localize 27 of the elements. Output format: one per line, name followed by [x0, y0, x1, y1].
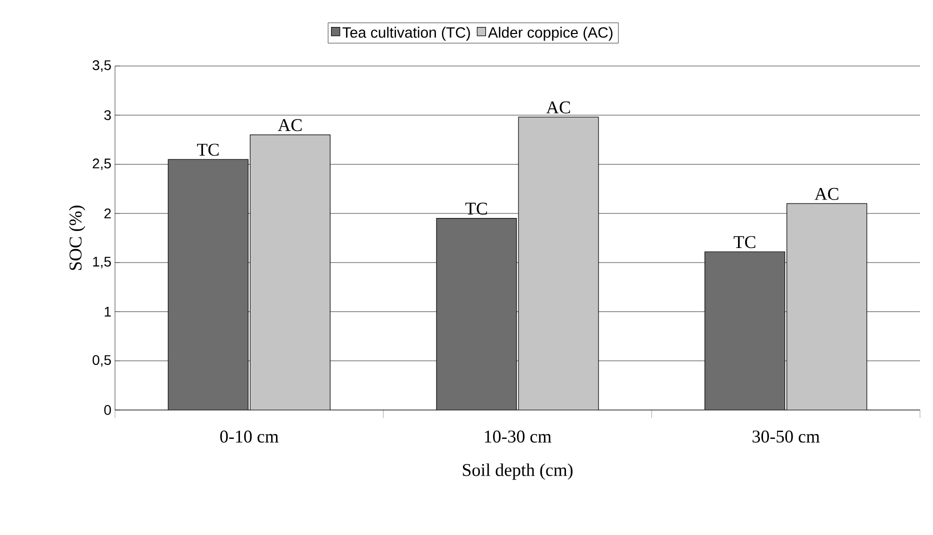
y-tick-label: 0,5: [92, 355, 111, 367]
data-label: TC: [734, 236, 756, 248]
bar: [786, 203, 868, 410]
bar: [436, 218, 517, 410]
x-tick-label: 30-50 cm: [752, 430, 820, 443]
bar: [704, 251, 786, 410]
legend-label: Tea cultivation (TC): [342, 26, 470, 41]
bar: [168, 159, 248, 410]
y-tick-label: 1: [104, 306, 111, 317]
y-tick-label: 3,5: [92, 60, 111, 72]
y-tick-label: 0: [104, 405, 111, 415]
bar: [250, 134, 330, 410]
y-axis-title: SOC (%): [68, 206, 86, 270]
x-tick-label: 10-30 cm: [484, 430, 552, 443]
data-label: AC: [278, 119, 302, 132]
data-label: AC: [546, 101, 570, 114]
x-axis-title: Soil depth (cm): [462, 463, 573, 480]
y-tick-label: 3: [104, 110, 111, 120]
data-label: TC: [197, 144, 219, 156]
y-tick-label: 2,5: [92, 158, 111, 170]
legend-label: Alder coppice (AC): [488, 26, 612, 41]
data-label: AC: [814, 188, 838, 200]
data-label: TC: [465, 202, 487, 215]
x-tick-label: 0-10 cm: [220, 430, 279, 443]
bar: [518, 116, 599, 410]
y-tick-label: 2: [104, 208, 111, 218]
y-tick-label: 1,5: [93, 256, 111, 268]
